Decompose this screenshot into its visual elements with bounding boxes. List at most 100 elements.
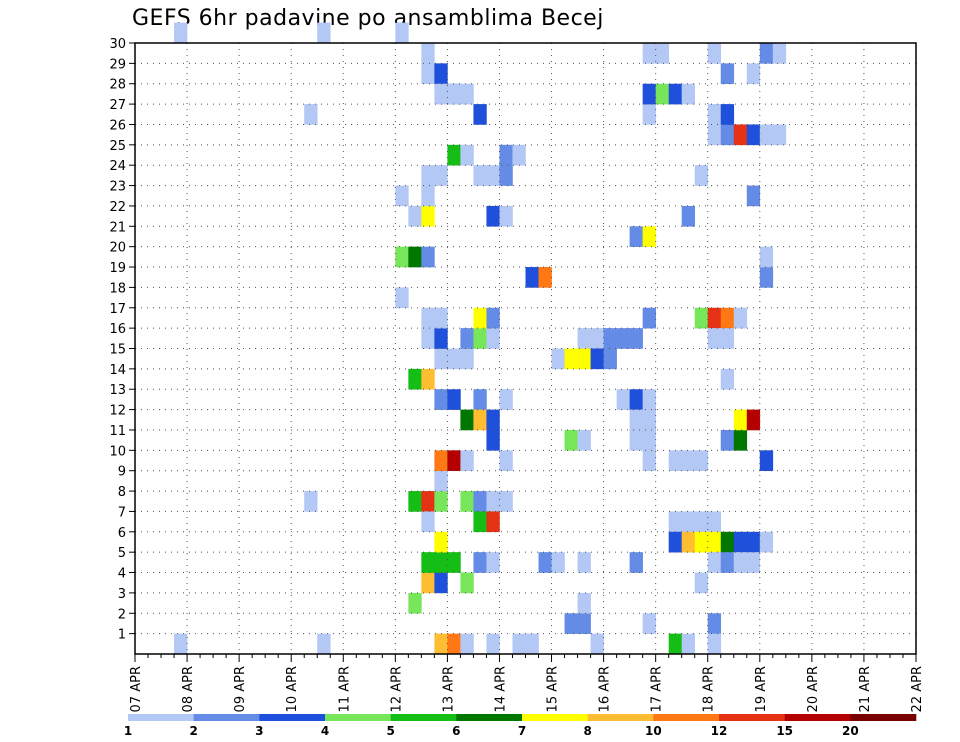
heatmap-cell: [434, 633, 448, 655]
heatmap-cell: [434, 552, 448, 573]
heatmap-cell: [681, 83, 696, 105]
heatmap-cell: [304, 104, 318, 125]
heatmap-cell: [408, 491, 422, 512]
y-tick-label: 6: [118, 526, 126, 541]
heatmap-cell: [707, 104, 722, 125]
heatmap-cell: [642, 104, 656, 125]
y-tick-label: 26: [109, 118, 126, 133]
colorbar-swatch: [193, 714, 260, 721]
heatmap-cell: [720, 531, 735, 553]
heatmap-cell: [473, 104, 487, 125]
heatmap-cell: [668, 633, 682, 655]
heatmap-cell: [434, 470, 448, 492]
heatmap-cell: [642, 450, 656, 471]
heatmap-cell: [577, 613, 591, 634]
heatmap-cell: [707, 307, 722, 329]
colorbar-swatch: [390, 714, 457, 721]
x-tick-label: 20 APR: [806, 666, 821, 712]
y-tick-label: 27: [109, 98, 126, 113]
heatmap-cell: [720, 429, 735, 451]
heatmap-cell: [681, 205, 696, 227]
heatmap-cell: [460, 450, 474, 471]
heatmap-cell: [746, 63, 761, 85]
heatmap-cell: [707, 43, 722, 64]
heatmap-cell: [720, 368, 735, 390]
colorbar-label: 10: [645, 724, 662, 738]
heatmap-cell: [434, 348, 448, 370]
heatmap-cell: [421, 43, 435, 64]
heatmap-cell: [460, 348, 474, 370]
x-tick-label: 14 APR: [493, 666, 508, 712]
heatmap-cell: [642, 83, 656, 105]
y-tick-label: 7: [118, 505, 126, 520]
heatmap-cell: [421, 205, 435, 227]
heatmap-cell: [577, 552, 591, 573]
heatmap-cell: [460, 409, 474, 431]
heatmap-cell: [460, 83, 474, 105]
colorbar-label: 8: [583, 724, 591, 738]
heatmap-cell: [733, 409, 748, 431]
heatmap-cell: [421, 307, 435, 329]
heatmap-cell: [694, 572, 709, 594]
heatmap-cell: [564, 348, 578, 370]
heatmap-cell: [707, 124, 722, 146]
heatmap-cell: [512, 633, 526, 655]
heatmap-cell: [564, 613, 578, 634]
y-tick-label: 24: [109, 159, 126, 174]
colorbar-swatch: [325, 714, 391, 721]
heatmap-cell: [746, 185, 761, 207]
heatmap-cell: [447, 83, 461, 105]
heatmap-cell: [616, 389, 630, 410]
heatmap-cell: [473, 307, 487, 329]
y-tick-label: 30: [109, 37, 126, 52]
heatmap-cell: [629, 389, 643, 410]
x-tick-label: 11 APR: [337, 666, 352, 712]
heatmap-cell: [629, 409, 643, 431]
heatmap-cell: [447, 633, 461, 655]
heatmap-cell: [707, 531, 722, 553]
heatmap-cell: [434, 83, 448, 105]
heatmap-cell: [395, 246, 409, 268]
heatmap-cell: [733, 307, 748, 329]
heatmap-cell: [577, 429, 591, 451]
heatmap-cell: [564, 429, 578, 451]
y-tick-label: 4: [118, 567, 126, 582]
y-tick-label: 25: [109, 139, 126, 154]
heatmap-cell: [499, 165, 513, 186]
x-tick-label: 22 APR: [910, 666, 925, 712]
heatmap-cell: [473, 491, 487, 512]
heatmap-cell: [447, 348, 461, 370]
x-tick-label: 08 APR: [181, 666, 196, 712]
heatmap-cell: [642, 307, 656, 329]
heatmap-cell: [720, 328, 735, 349]
heatmap-cell: [525, 267, 539, 288]
heatmap-cell: [733, 531, 748, 553]
heatmap-cell: [499, 450, 513, 471]
y-tick-label: 13: [109, 383, 126, 398]
y-tick-label: 11: [109, 424, 126, 439]
heatmap-cell: [434, 450, 448, 471]
colorbar-label: 5: [386, 724, 394, 738]
y-tick-label: 3: [118, 587, 126, 602]
heatmap-cell: [421, 185, 435, 207]
heatmap-cell: [720, 307, 735, 329]
heatmap-cell: [408, 246, 422, 268]
heatmap-cell: [486, 511, 500, 533]
y-tick-label: 16: [109, 322, 126, 337]
heatmap-cell: [473, 165, 487, 186]
heatmap-cell: [668, 531, 682, 553]
y-tick-label: 10: [109, 444, 126, 459]
heatmap-cell: [694, 165, 709, 186]
heatmap-cell: [551, 552, 565, 573]
heatmap-cell: [655, 83, 669, 105]
colorbar-label: 6: [452, 724, 460, 738]
x-tick-label: 17 APR: [650, 666, 665, 712]
heatmap-cell: [707, 552, 722, 573]
heatmap-cell: [681, 531, 696, 553]
heatmap-cell: [772, 124, 787, 146]
heatmap-cell: [590, 633, 604, 655]
x-tick-label: 10 APR: [285, 666, 300, 712]
y-tick-label: 15: [109, 343, 126, 358]
heatmap-cell: [642, 226, 656, 247]
colorbar-label: 15: [776, 724, 793, 738]
